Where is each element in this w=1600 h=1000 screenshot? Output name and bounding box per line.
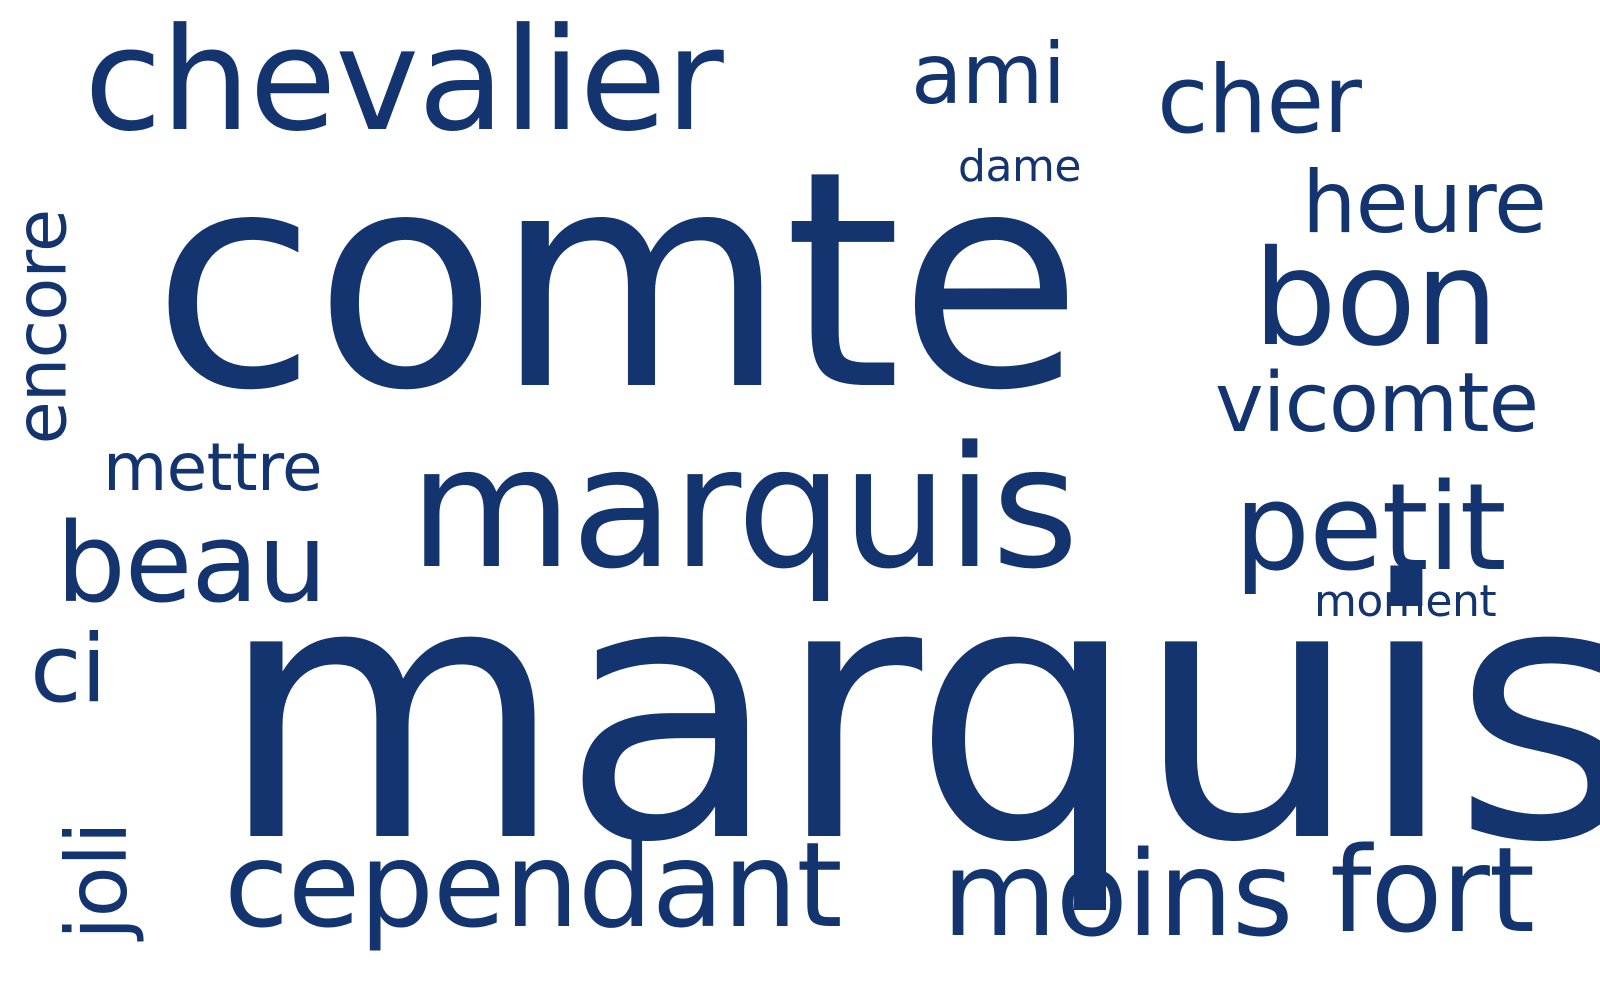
word-comte: comte	[152, 107, 1083, 456]
word-moins: moins	[942, 825, 1293, 963]
word-joli: joli	[48, 821, 147, 941]
word-fort: fort	[1330, 821, 1535, 959]
word-bon: bon	[1253, 222, 1499, 376]
word-marquise: marquise	[218, 506, 1600, 920]
word-petit: petit	[1234, 459, 1507, 598]
word-chevalier: chevalier	[84, 0, 724, 163]
word-heure: heure	[1302, 153, 1547, 253]
word-moment: moment	[1314, 576, 1497, 627]
word-vicomte: vicomte	[1215, 356, 1539, 451]
word-marquis: marquis	[409, 410, 1079, 606]
word-dame: dame	[958, 141, 1082, 192]
word-ami: ami	[911, 25, 1066, 123]
word-cher: cher	[1157, 46, 1362, 155]
word-mettre: mettre	[103, 429, 323, 506]
word-encore: encore	[0, 209, 83, 445]
word-cependant: cependant	[224, 816, 843, 954]
word-beau: beau	[56, 499, 327, 627]
word-ci: ci	[30, 615, 107, 724]
